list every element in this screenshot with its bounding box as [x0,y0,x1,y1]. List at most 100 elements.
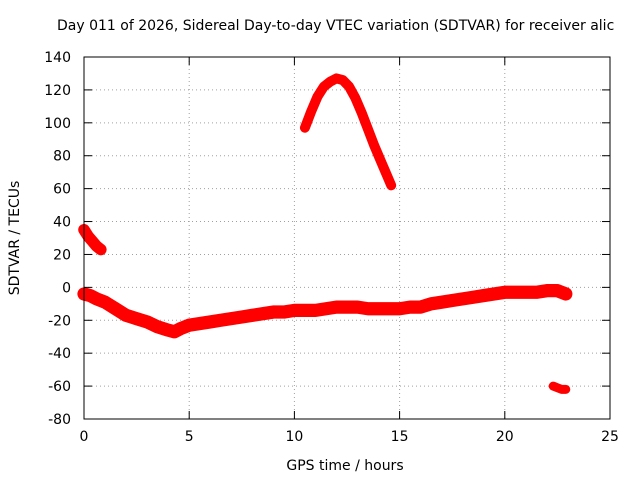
y-tick-label: 20 [53,247,71,263]
series-arc [299,73,397,191]
data-point [522,289,529,296]
data-point [238,313,245,320]
x-tick-labels: 0 5 10 15 20 25 [80,429,619,445]
data-point [550,383,557,390]
data-point [501,289,508,296]
data-point [533,289,540,296]
data-point [217,317,224,324]
data-point [291,307,298,314]
data-point [346,83,353,90]
data-point [171,328,178,335]
data-point [112,305,119,312]
data-point [280,309,287,316]
data-point [543,287,550,294]
data-point [428,300,435,307]
data-point [354,304,361,311]
series-late-segment [548,381,571,394]
data-point [196,320,203,327]
data-point [333,75,340,82]
data-point [144,318,151,325]
data-point [301,124,308,131]
data-point [259,310,266,317]
data-point [562,290,569,297]
data-point [97,246,104,253]
data-point [249,312,256,319]
data-point [165,327,172,334]
data-point [93,295,100,302]
data-point [438,299,445,306]
data-point [377,157,384,164]
y-tick-label: 120 [44,83,71,99]
data-point [449,297,456,304]
data-point [417,304,424,311]
data-point [371,142,378,149]
data-point [554,287,561,294]
data-point [339,77,346,84]
data-point [314,93,321,100]
data-point [365,305,372,312]
data-point [562,386,569,393]
x-tick-label: 25 [601,429,619,445]
data-point [312,307,319,314]
y-tick-label: 80 [53,149,71,165]
series-start-segment [78,223,107,256]
data-point [322,305,329,312]
y-tick-labels: -80 -60 -40 -20 0 20 40 60 80 100 120 140 [44,50,71,428]
data-series [77,73,573,394]
series-main-trace [77,284,573,339]
data-point [407,304,414,311]
data-point [133,315,140,322]
data-point [301,307,308,314]
data-point [358,109,365,116]
data-point [554,384,561,391]
data-point [123,312,130,319]
x-tick-label: 15 [391,429,409,445]
y-tick-label: 60 [53,182,71,198]
data-point [386,305,393,312]
data-point [388,182,395,189]
data-point [228,315,235,322]
data-point [320,83,327,90]
y-axis-label: SDTVAR / TECUs [7,181,23,296]
y-tick-label: -20 [48,313,71,329]
data-point [365,126,372,133]
data-point [396,305,403,312]
data-point [459,295,466,302]
data-point [470,294,477,301]
axis-ticks [83,56,611,420]
y-tick-label: 40 [53,215,71,231]
x-tick-label: 0 [80,429,89,445]
data-point [375,305,382,312]
x-tick-label: 5 [185,429,194,445]
data-point [308,108,315,115]
x-tick-label: 20 [496,429,514,445]
data-point [207,318,214,325]
data-point [270,309,277,316]
x-axis-label: GPS time / hours [286,458,403,474]
data-point [85,233,92,240]
data-point [177,325,184,332]
y-tick-label: -60 [48,379,71,395]
data-point [102,299,109,306]
data-point [344,304,350,311]
data-point [93,243,100,250]
y-tick-label: 100 [44,116,71,132]
data-point [186,322,193,329]
data-point [327,78,334,85]
data-point [154,323,161,330]
data-point [383,172,390,179]
chart-title: Day 011 of 2026, Sidereal Day-to-day VTE… [57,18,614,34]
data-point [87,292,94,299]
data-point [333,304,340,311]
y-tick-label: -40 [48,346,71,362]
x-tick-label: 10 [285,429,303,445]
data-point [480,292,487,299]
plot-frame [83,56,611,420]
y-tick-label: 140 [44,50,71,66]
data-point [491,290,498,297]
data-point [352,95,359,102]
data-point [512,289,519,296]
y-tick-label: -80 [48,412,71,428]
